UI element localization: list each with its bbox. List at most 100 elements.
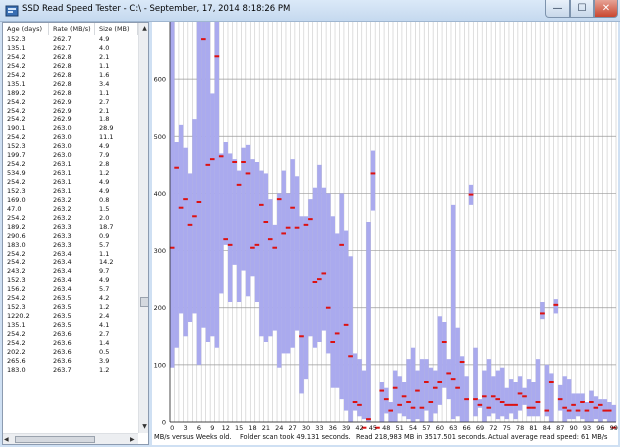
range-bar	[393, 370, 398, 422]
list-item[interactable]: 254.2 263.6 1.4	[3, 339, 138, 348]
median-marker	[214, 55, 220, 58]
list-item[interactable]: 254.2 263.0 11.1	[3, 133, 138, 142]
cell-age: 290.6	[7, 231, 26, 240]
list-item[interactable]: 152.3 263.1 4.9	[3, 187, 138, 196]
range-bar	[223, 142, 228, 245]
range-bar	[241, 147, 246, 271]
scroll-right-arrow-icon[interactable]: ▶	[130, 436, 135, 443]
list-item[interactable]: 265.6 263.6 3.9	[3, 357, 138, 366]
range-bar	[366, 222, 371, 422]
file-list[interactable]: Age (days) Rate (MB/s) Size (MB) 152.3 26…	[2, 22, 149, 445]
median-marker	[370, 172, 376, 175]
cell-rate: 263.2	[53, 204, 72, 213]
median-marker	[419, 406, 425, 409]
median-marker	[593, 406, 599, 409]
list-item[interactable]: 243.2 263.4 9.7	[3, 267, 138, 276]
column-header-age[interactable]: Age (days)	[3, 23, 49, 35]
cell-age: 254.2	[7, 61, 26, 70]
median-marker	[218, 155, 224, 158]
list-item[interactable]: 534.9 263.1 1.2	[3, 169, 138, 178]
column-header-size[interactable]: Size (MB)	[95, 23, 138, 35]
median-marker	[597, 403, 603, 406]
list-item[interactable]: 190.1 263.0 28.9	[3, 124, 138, 133]
list-item[interactable]: 135.1 262.7 4.0	[3, 44, 138, 53]
list-item[interactable]: 254.2 263.5 4.2	[3, 294, 138, 303]
list-item[interactable]: 152.3 263.5 1.2	[3, 303, 138, 312]
status-scan-time: Folder scan took 49.131 seconds.	[240, 433, 351, 441]
list-item[interactable]: 290.6 263.3 0.9	[3, 232, 138, 241]
list-item[interactable]: 254.2 262.9 2.7	[3, 98, 138, 107]
list-item[interactable]: 47.0 263.2 1.5	[3, 205, 138, 214]
horizontal-scrollbar[interactable]: ◀ ▶	[3, 433, 138, 444]
list-item[interactable]: 254.2 263.1 4.9	[3, 178, 138, 187]
median-marker	[450, 378, 456, 381]
range-bar	[580, 393, 585, 420]
range-bar	[406, 359, 411, 420]
scroll-down-arrow-icon[interactable]: ▼	[142, 423, 147, 430]
x-tick-label: 15	[235, 424, 243, 432]
list-item[interactable]: 156.2 263.4 5.7	[3, 285, 138, 294]
list-item[interactable]: 254.2 263.2 2.0	[3, 214, 138, 223]
range-bar	[245, 144, 251, 297]
x-tick-label: 75	[503, 424, 511, 432]
median-marker	[312, 281, 318, 283]
list-item[interactable]: 1220.2 263.5 2.4	[3, 312, 138, 321]
list-item[interactable]: 152.3 262.7 4.9	[3, 35, 138, 44]
list-item[interactable]: 189.2 262.8 1.1	[3, 89, 138, 98]
median-marker	[446, 372, 452, 375]
median-marker	[473, 398, 478, 401]
list-item[interactable]: 199.7 263.0 7.9	[3, 151, 138, 160]
list-item[interactable]: 254.2 262.9 2.1	[3, 107, 138, 116]
scroll-up-arrow-icon[interactable]: ▲	[142, 25, 147, 32]
cell-size: 1.1	[99, 61, 110, 70]
list-item[interactable]: 254.2 262.8 1.1	[3, 62, 138, 71]
cell-rate: 262.7	[53, 43, 72, 52]
range-bar	[299, 216, 304, 394]
cell-size: 1.6	[99, 70, 110, 79]
cell-size: 3.9	[99, 356, 110, 365]
median-marker	[589, 401, 594, 403]
list-item[interactable]: 183.0 263.7 1.2	[3, 366, 138, 375]
list-item[interactable]: 152.3 263.4 4.9	[3, 276, 138, 285]
list-item[interactable]: 135.1 262.8 3.4	[3, 80, 138, 89]
list-item[interactable]: 202.2 263.6 0.5	[3, 348, 138, 357]
cell-age: 254.2	[7, 115, 26, 124]
range-bar	[357, 359, 362, 417]
list-item[interactable]: 152.3 263.0 4.9	[3, 142, 138, 151]
range-bar	[491, 376, 496, 414]
vertical-scroll-thumb[interactable]	[140, 297, 148, 307]
list-item[interactable]: 254.2 263.4 1.1	[3, 250, 138, 259]
minimize-button[interactable]: —	[545, 0, 570, 18]
list-item[interactable]: 169.0 263.2 0.8	[3, 196, 138, 205]
list-item[interactable]: 254.2 263.4 14.2	[3, 258, 138, 267]
x-tick-label: 24	[275, 424, 283, 432]
cell-rate: 263.6	[53, 356, 72, 365]
title-bar[interactable]: SSD Read Speed Tester - C:\ - September,…	[0, 0, 620, 22]
median-marker	[357, 403, 362, 406]
close-button[interactable]: ✕	[594, 0, 618, 18]
x-tick-label: 42	[355, 424, 363, 432]
list-item[interactable]: 254.2 262.8 2.1	[3, 53, 138, 62]
median-marker	[611, 426, 617, 429]
cell-age: 156.2	[7, 285, 26, 294]
list-item[interactable]: 254.2 262.9 1.8	[3, 115, 138, 124]
list-item[interactable]: 183.0 263.3 5.7	[3, 241, 138, 250]
cell-size: 4.9	[99, 178, 110, 186]
median-marker	[428, 401, 434, 403]
cell-age: 254.2	[7, 178, 26, 186]
scroll-left-arrow-icon[interactable]: ◀	[4, 436, 9, 443]
column-header-rate[interactable]: Rate (MB/s)	[49, 23, 95, 35]
list-item[interactable]: 254.2 263.1 2.8	[3, 160, 138, 169]
list-item[interactable]: 254.2 262.8 1.6	[3, 71, 138, 80]
median-marker	[540, 312, 545, 315]
list-item[interactable]: 254.2 263.6 2.7	[3, 330, 138, 339]
cell-rate: 262.9	[53, 106, 72, 115]
list-item[interactable]: 135.1 263.5 4.1	[3, 321, 138, 330]
maximize-button[interactable]: ☐	[570, 0, 594, 18]
vertical-scrollbar[interactable]: ▲ ▼	[138, 23, 148, 433]
cell-age: 254.2	[7, 133, 26, 142]
list-item[interactable]: 189.2 263.3 18.7	[3, 223, 138, 232]
horizontal-scroll-thumb[interactable]	[15, 436, 95, 443]
y-tick-label: 200	[154, 304, 166, 312]
cell-age: 254.2	[7, 97, 26, 106]
